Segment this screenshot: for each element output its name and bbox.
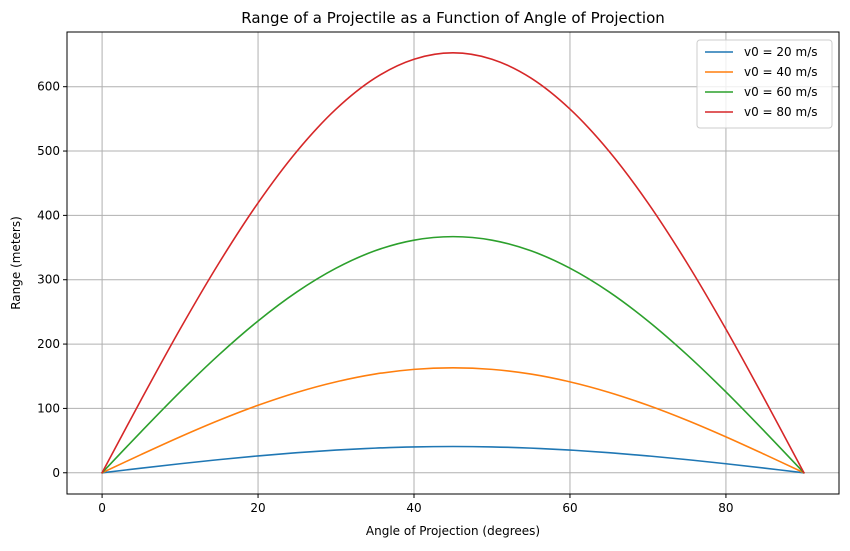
y-tick-label: 200 (37, 337, 60, 351)
legend: v0 = 20 m/s v0 = 40 m/s v0 = 60 m/s v0 = 80… (696, 39, 833, 129)
y-axis-label: Range (meters) (9, 216, 23, 310)
axis-ticks: 0 20 40 60 80 0 100 200 300 400 500 600 (37, 80, 733, 515)
grid (67, 32, 839, 494)
x-tick-label: 0 (98, 501, 106, 515)
legend-label: v0 = 20 m/s (744, 45, 818, 59)
legend-label: v0 = 40 m/s (744, 65, 818, 79)
x-axis-label: Angle of Projection (degrees) (366, 524, 540, 538)
legend-label: v0 = 80 m/s (744, 105, 818, 119)
legend-label: v0 = 60 m/s (744, 85, 818, 99)
x-tick-label: 80 (718, 501, 733, 515)
legend-box (696, 39, 833, 129)
y-tick-label: 300 (37, 273, 60, 287)
y-tick-label: 400 (37, 208, 60, 222)
y-tick-label: 500 (37, 144, 60, 158)
y-tick-label: 100 (37, 401, 60, 415)
x-tick-label: 20 (250, 501, 265, 515)
series-line-1 (101, 445, 805, 474)
series-lines (101, 52, 805, 474)
y-tick-label: 0 (52, 466, 60, 480)
x-tick-label: 60 (562, 501, 577, 515)
legend-entries: v0 = 20 m/s v0 = 40 m/s v0 = 60 m/s v0 = 80… (705, 45, 818, 119)
y-tick-label: 600 (37, 80, 60, 94)
series-line-4 (101, 52, 805, 474)
series-line-3 (101, 235, 805, 474)
plot-area-frame (66, 31, 840, 495)
series-line-2 (101, 367, 805, 474)
chart-title: Range of a Projectile as a Function of A… (241, 9, 665, 27)
x-tick-label: 40 (406, 501, 421, 515)
